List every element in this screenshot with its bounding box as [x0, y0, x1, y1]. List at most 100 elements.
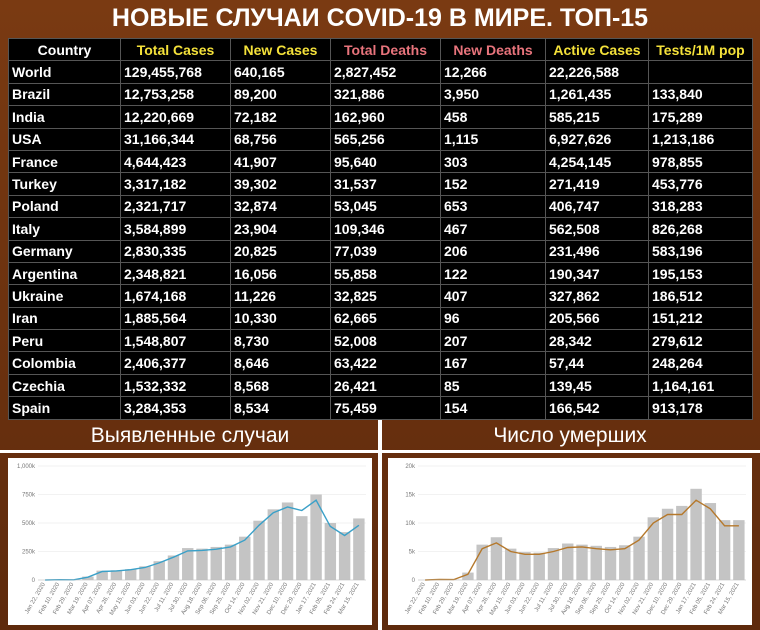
- bar: [676, 505, 688, 580]
- table-cell: 167: [440, 351, 546, 375]
- table-cell: 26,421: [330, 373, 441, 398]
- table-cell: Peru: [8, 329, 121, 353]
- covid-table: Country Total Cases New Cases Total Deaths N…: [8, 37, 753, 420]
- y-tick-label: 250k: [22, 550, 36, 556]
- table-cell: 583,196: [648, 239, 753, 263]
- separator: [0, 450, 760, 453]
- column-header: Country: [8, 37, 121, 62]
- bar: [504, 548, 517, 580]
- y-tick-label: 15k: [405, 493, 416, 499]
- table-cell: 453,776: [648, 172, 753, 196]
- table-cell: 248,264: [648, 351, 753, 375]
- table-body: World 129,455,768 640,165 2,827,452 12,266 22…: [8, 60, 753, 420]
- table-cell: 186,512: [648, 284, 753, 308]
- table-cell: 4,254,145: [545, 149, 649, 174]
- table-cell: 32,874: [230, 194, 331, 219]
- table-cell: World: [8, 60, 121, 84]
- bar: [490, 537, 503, 580]
- bar: [733, 520, 745, 580]
- y-tick-label: 1,000k: [17, 464, 36, 470]
- bar: [338, 532, 351, 580]
- bar: [590, 545, 602, 580]
- bar: [462, 572, 474, 580]
- table-cell: 1,261,435: [545, 82, 649, 107]
- bar: [239, 536, 251, 580]
- table-cell: 978,855: [648, 149, 753, 174]
- bar: [633, 536, 645, 580]
- table-cell: 458: [440, 105, 546, 129]
- table-cell: 2,348,821: [120, 261, 231, 286]
- table-cell: 8,534: [230, 396, 331, 420]
- table-cell: 122: [440, 261, 546, 286]
- column-header: New Cases: [230, 37, 331, 62]
- table-cell: 175,289: [648, 105, 753, 129]
- table-cell: 16,056: [230, 261, 331, 286]
- table-cell: Spain: [8, 396, 121, 420]
- table-cell: 89,200: [230, 82, 331, 107]
- table-cell: 271,419: [545, 172, 649, 196]
- table-cell: 6,927,626: [545, 127, 649, 151]
- table-cell: 2,830,335: [120, 239, 231, 263]
- table-cell: Turkey: [8, 172, 121, 196]
- table-cell: 640,165: [230, 60, 331, 84]
- table-cell: 63,422: [330, 351, 441, 375]
- table-row: Poland 2,321,717 32,874 53,045 653 406,747 318…: [8, 194, 753, 219]
- bar: [576, 544, 588, 580]
- table-cell: 231,496: [545, 239, 649, 263]
- table-cell: 133,840: [648, 82, 753, 107]
- bar: [267, 509, 280, 580]
- bar: [82, 576, 94, 580]
- table-cell: 162,960: [330, 105, 441, 129]
- y-tick-label: 750k: [22, 493, 36, 499]
- table-row: Turkey 3,317,182 39,302 31,537 152 271,419 453…: [8, 172, 753, 196]
- table-cell: 3,284,353: [120, 396, 231, 420]
- table-cell: Germany: [8, 239, 121, 263]
- table-cell: 4,644,423: [120, 149, 231, 174]
- table-cell: Italy: [8, 217, 121, 241]
- bar: [562, 543, 574, 580]
- table-cell: 20,825: [230, 239, 331, 263]
- bar: [281, 502, 294, 580]
- bar: [519, 552, 531, 580]
- table-cell: 279,612: [648, 329, 753, 353]
- table-cell: 75,459: [330, 396, 441, 420]
- table-cell: 205,566: [545, 306, 649, 331]
- panel-title: Выявленные случаи: [90, 424, 290, 447]
- table-row: Czechia 1,532,332 8,568 26,421 85 139,45 1,164…: [8, 373, 753, 398]
- bar: [619, 545, 631, 580]
- table-row: Spain 3,284,353 8,534 75,459 154 166,542 913,1…: [8, 396, 753, 420]
- y-tick-label: 5k: [409, 550, 416, 556]
- table-cell: 12,266: [440, 60, 546, 84]
- bar: [647, 517, 660, 580]
- table-cell: 39,302: [230, 172, 331, 196]
- bar: [704, 503, 717, 580]
- table-cell: 31,166,344: [120, 127, 231, 151]
- table-cell: 129,455,768: [120, 60, 231, 84]
- bar: [153, 561, 165, 580]
- table-cell: 12,753,258: [120, 82, 231, 107]
- table-row: Ukraine 1,674,168 11,226 32,825 407 327,862 18…: [8, 284, 753, 308]
- table-cell: 31,537: [330, 172, 441, 196]
- bar: [124, 569, 137, 580]
- bar: [690, 488, 702, 580]
- bar: [476, 544, 488, 580]
- table-cell: 12,220,669: [120, 105, 231, 129]
- line: [45, 499, 360, 581]
- table-cell: Poland: [8, 194, 121, 219]
- bar: [224, 544, 237, 580]
- table-cell: 10,330: [230, 306, 331, 331]
- table-cell: 28,342: [545, 329, 649, 353]
- table-cell: 2,406,377: [120, 351, 231, 375]
- table-cell: 1,115: [440, 127, 546, 151]
- separator: [378, 420, 382, 630]
- table-cell: USA: [8, 127, 121, 151]
- table-cell: 57,44: [545, 351, 649, 375]
- column-header: New Deaths: [440, 37, 546, 62]
- table-cell: 52,008: [330, 329, 441, 353]
- table-cell: 139,45: [545, 373, 649, 398]
- column-header: Total Deaths: [330, 37, 441, 62]
- header-row: Country Total Cases New Cases Total Deaths N…: [8, 37, 753, 62]
- table-row: Italy 3,584,899 23,904 109,346 467 562,508 826…: [8, 217, 753, 241]
